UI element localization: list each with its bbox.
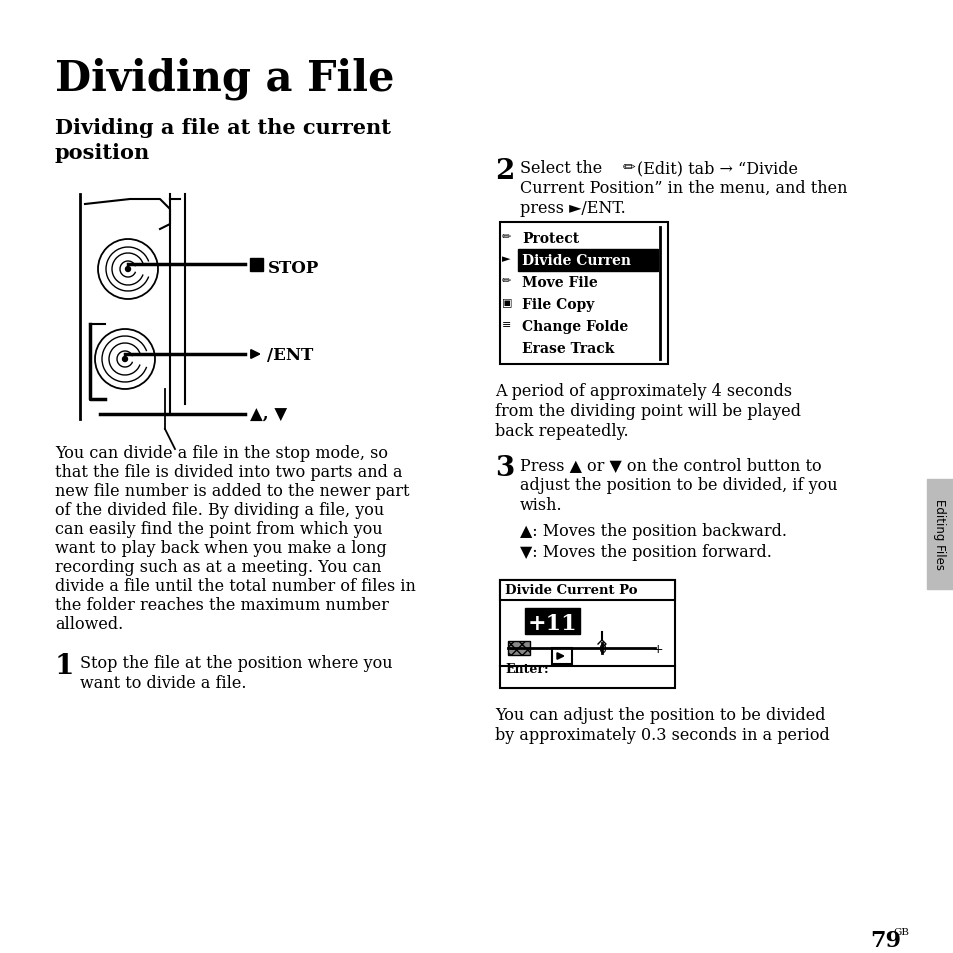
- Text: You can divide a file in the stop mode, so: You can divide a file in the stop mode, …: [55, 444, 388, 461]
- Text: You can adjust the position to be divided: You can adjust the position to be divide…: [495, 706, 824, 723]
- Bar: [499, 580, 675, 600]
- Text: back repeatedly.: back repeatedly.: [495, 422, 628, 439]
- Circle shape: [126, 267, 131, 273]
- Text: divide a file until the total number of files in: divide a file until the total number of …: [55, 578, 416, 595]
- Text: Change Folde: Change Folde: [521, 319, 628, 334]
- Text: Stop the file at the position where you: Stop the file at the position where you: [80, 655, 393, 671]
- Text: STOP: STOP: [268, 260, 319, 276]
- Text: wish.: wish.: [519, 497, 562, 514]
- Text: of the divided file. By dividing a file, you: of the divided file. By dividing a file,…: [55, 501, 384, 518]
- Text: ▼: Moves the position forward.: ▼: Moves the position forward.: [519, 543, 771, 560]
- Text: ▲, ▼: ▲, ▼: [250, 407, 287, 423]
- Text: want to play back when you make a long: want to play back when you make a long: [55, 539, 386, 557]
- Text: File Copy: File Copy: [521, 297, 594, 312]
- Text: from the dividing point will be played: from the dividing point will be played: [495, 402, 801, 419]
- Bar: [524, 608, 579, 635]
- Text: by approximately 0.3 seconds in a period: by approximately 0.3 seconds in a period: [495, 726, 829, 743]
- Text: the folder reaches the maximum number: the folder reaches the maximum number: [55, 597, 389, 614]
- Text: GB: GB: [892, 927, 908, 936]
- Text: –: –: [510, 642, 516, 656]
- Text: recording such as at a meeting. You can: recording such as at a meeting. You can: [55, 558, 381, 576]
- Bar: [517, 250, 658, 272]
- Text: ✏: ✏: [622, 160, 635, 174]
- Text: +: +: [652, 642, 663, 656]
- Text: Protect: Protect: [521, 232, 578, 246]
- Text: new file number is added to the newer part: new file number is added to the newer pa…: [55, 482, 409, 499]
- Text: 1: 1: [55, 652, 74, 679]
- Bar: [926, 479, 953, 589]
- Text: 0: 0: [598, 642, 605, 656]
- Text: Select the: Select the: [519, 160, 601, 177]
- Text: 79: 79: [869, 929, 900, 951]
- Text: ►: ►: [501, 253, 510, 264]
- Text: A period of approximately 4 seconds: A period of approximately 4 seconds: [495, 382, 791, 399]
- Text: Dividing a File: Dividing a File: [55, 58, 395, 100]
- Text: ▲: Moves the position backward.: ▲: Moves the position backward.: [519, 522, 786, 539]
- Bar: [499, 223, 667, 365]
- Text: that the file is divided into two parts and a: that the file is divided into two parts …: [55, 463, 402, 480]
- Circle shape: [122, 357, 128, 362]
- Text: 3: 3: [495, 455, 514, 481]
- Text: press ►/ENT.: press ►/ENT.: [519, 200, 625, 216]
- Text: allowed.: allowed.: [55, 616, 123, 633]
- Text: ✏: ✏: [501, 275, 511, 286]
- Text: Divide Curren: Divide Curren: [521, 253, 630, 268]
- Text: adjust the position to be divided, if you: adjust the position to be divided, if yo…: [519, 476, 837, 494]
- Text: Enter:: Enter:: [504, 662, 548, 676]
- Bar: [250, 258, 263, 272]
- Text: Editing Files: Editing Files: [933, 499, 945, 570]
- Text: ▣: ▣: [501, 297, 512, 308]
- Text: Erase Track: Erase Track: [521, 341, 614, 355]
- Bar: [552, 648, 572, 664]
- Text: ✏: ✏: [501, 232, 511, 242]
- Text: Current Position” in the menu, and then: Current Position” in the menu, and then: [519, 180, 846, 196]
- Bar: [499, 580, 675, 688]
- Text: want to divide a file.: want to divide a file.: [80, 675, 246, 691]
- Text: ≡: ≡: [501, 319, 511, 330]
- Text: /ENT: /ENT: [267, 347, 313, 364]
- Text: Move File: Move File: [521, 275, 598, 290]
- Text: can easily find the point from which you: can easily find the point from which you: [55, 520, 382, 537]
- Text: position: position: [55, 143, 150, 163]
- Text: 2: 2: [495, 158, 514, 185]
- Text: +11: +11: [527, 613, 577, 635]
- Text: (Edit) tab → “Divide: (Edit) tab → “Divide: [637, 160, 797, 177]
- Text: Divide Current Po: Divide Current Po: [504, 583, 637, 597]
- Text: Dividing a file at the current: Dividing a file at the current: [55, 118, 391, 138]
- Bar: [507, 641, 530, 656]
- Text: Press ▲ or ▼ on the control button to: Press ▲ or ▼ on the control button to: [519, 456, 821, 474]
